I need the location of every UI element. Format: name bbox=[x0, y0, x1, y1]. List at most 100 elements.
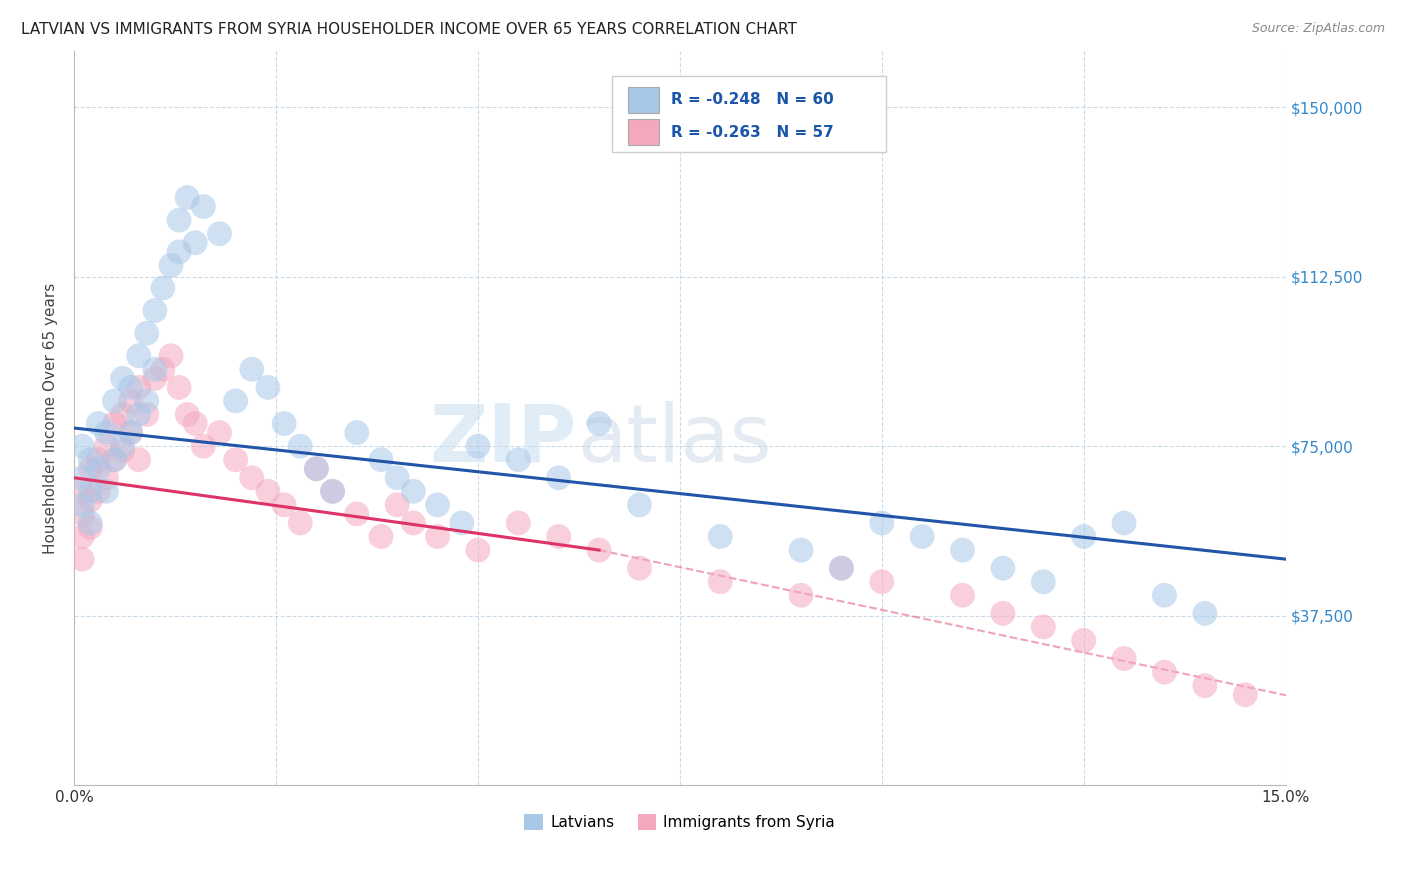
Immigrants from Syria bbox=[273, 498, 295, 512]
Text: atlas: atlas bbox=[576, 401, 772, 479]
Latvians bbox=[128, 349, 150, 363]
Latvians bbox=[370, 452, 392, 467]
Latvians bbox=[628, 498, 651, 512]
Immigrants from Syria bbox=[160, 349, 183, 363]
Legend: Latvians, Immigrants from Syria: Latvians, Immigrants from Syria bbox=[519, 808, 841, 836]
Immigrants from Syria bbox=[1234, 688, 1257, 702]
Immigrants from Syria bbox=[370, 529, 392, 543]
Immigrants from Syria bbox=[103, 452, 125, 467]
Latvians bbox=[709, 529, 731, 543]
Latvians bbox=[273, 417, 295, 431]
Immigrants from Syria bbox=[208, 425, 231, 440]
Immigrants from Syria bbox=[588, 543, 610, 558]
Latvians bbox=[450, 516, 472, 530]
Immigrants from Syria bbox=[870, 574, 893, 589]
Immigrants from Syria bbox=[426, 529, 449, 543]
Immigrants from Syria bbox=[135, 408, 157, 422]
Latvians bbox=[143, 362, 166, 376]
Latvians bbox=[790, 543, 813, 558]
Latvians bbox=[70, 498, 93, 512]
Immigrants from Syria bbox=[176, 408, 198, 422]
Immigrants from Syria bbox=[143, 371, 166, 385]
Latvians bbox=[426, 498, 449, 512]
Latvians bbox=[128, 408, 150, 422]
Latvians bbox=[1153, 588, 1175, 602]
Immigrants from Syria bbox=[257, 484, 280, 499]
Latvians bbox=[870, 516, 893, 530]
Latvians bbox=[588, 417, 610, 431]
Immigrants from Syria bbox=[96, 471, 118, 485]
Latvians bbox=[70, 471, 93, 485]
Immigrants from Syria bbox=[103, 417, 125, 431]
Latvians bbox=[193, 200, 215, 214]
Latvians bbox=[152, 281, 174, 295]
Latvians bbox=[79, 452, 101, 467]
Latvians bbox=[96, 484, 118, 499]
Immigrants from Syria bbox=[290, 516, 312, 530]
Latvians bbox=[79, 484, 101, 499]
Latvians bbox=[167, 213, 190, 227]
Latvians bbox=[240, 362, 263, 376]
Immigrants from Syria bbox=[120, 393, 142, 408]
Latvians bbox=[1194, 607, 1216, 621]
Latvians bbox=[79, 516, 101, 530]
Immigrants from Syria bbox=[128, 380, 150, 394]
Immigrants from Syria bbox=[152, 362, 174, 376]
Immigrants from Syria bbox=[1032, 620, 1054, 634]
Latvians bbox=[143, 303, 166, 318]
Immigrants from Syria bbox=[87, 484, 110, 499]
Immigrants from Syria bbox=[225, 452, 247, 467]
Immigrants from Syria bbox=[111, 443, 134, 458]
Latvians bbox=[184, 235, 207, 250]
Latvians bbox=[467, 439, 489, 453]
Latvians bbox=[87, 417, 110, 431]
Latvians bbox=[120, 425, 142, 440]
Immigrants from Syria bbox=[508, 516, 530, 530]
Latvians bbox=[385, 471, 408, 485]
Immigrants from Syria bbox=[120, 425, 142, 440]
Latvians bbox=[508, 452, 530, 467]
Latvians bbox=[402, 484, 425, 499]
Latvians bbox=[135, 326, 157, 340]
Y-axis label: Householder Income Over 65 years: Householder Income Over 65 years bbox=[44, 282, 58, 554]
Latvians bbox=[830, 561, 852, 575]
Immigrants from Syria bbox=[1194, 679, 1216, 693]
Immigrants from Syria bbox=[385, 498, 408, 512]
Latvians bbox=[225, 393, 247, 408]
Immigrants from Syria bbox=[193, 439, 215, 453]
Latvians bbox=[135, 393, 157, 408]
Latvians bbox=[991, 561, 1014, 575]
Latvians bbox=[305, 461, 328, 475]
Immigrants from Syria bbox=[322, 484, 344, 499]
Immigrants from Syria bbox=[79, 461, 101, 475]
Text: R = -0.248   N = 60: R = -0.248 N = 60 bbox=[671, 93, 834, 107]
Immigrants from Syria bbox=[70, 529, 93, 543]
Latvians bbox=[70, 439, 93, 453]
Immigrants from Syria bbox=[70, 552, 93, 566]
Immigrants from Syria bbox=[167, 380, 190, 394]
Immigrants from Syria bbox=[79, 493, 101, 508]
Immigrants from Syria bbox=[96, 439, 118, 453]
Latvians bbox=[103, 452, 125, 467]
Immigrants from Syria bbox=[1073, 633, 1095, 648]
Latvians bbox=[111, 371, 134, 385]
Latvians bbox=[911, 529, 934, 543]
Latvians bbox=[167, 244, 190, 259]
Latvians bbox=[346, 425, 368, 440]
Immigrants from Syria bbox=[628, 561, 651, 575]
Immigrants from Syria bbox=[79, 520, 101, 534]
Latvians bbox=[322, 484, 344, 499]
Text: R = -0.263   N = 57: R = -0.263 N = 57 bbox=[671, 125, 834, 139]
Latvians bbox=[87, 461, 110, 475]
Latvians bbox=[103, 393, 125, 408]
Immigrants from Syria bbox=[547, 529, 569, 543]
Immigrants from Syria bbox=[991, 607, 1014, 621]
Immigrants from Syria bbox=[346, 507, 368, 521]
Immigrants from Syria bbox=[305, 461, 328, 475]
Immigrants from Syria bbox=[952, 588, 974, 602]
Immigrants from Syria bbox=[111, 408, 134, 422]
Text: ZIP: ZIP bbox=[430, 401, 576, 479]
Immigrants from Syria bbox=[830, 561, 852, 575]
Latvians bbox=[160, 258, 183, 272]
Latvians bbox=[111, 439, 134, 453]
